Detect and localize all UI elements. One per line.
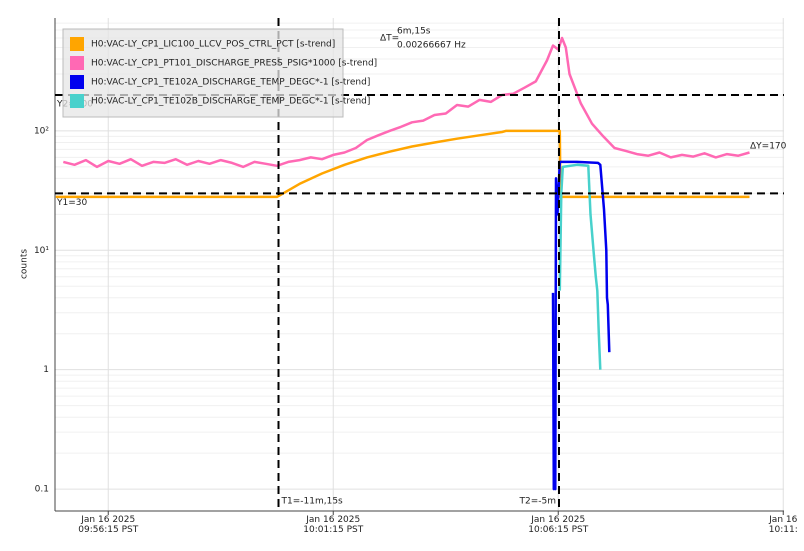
- legend: H0:VAC-LY_CP1_LIC100_LLCV_POS_CTRL_PCT […: [62, 28, 377, 118]
- legend-box: [62, 28, 344, 118]
- series-line: [558, 163, 602, 370]
- legend-swatch: [70, 37, 84, 51]
- legend-label: H0:VAC-LY_CP1_TE102B_DISCHARGE_TEMP_DEGC…: [91, 97, 370, 107]
- series-line: [551, 160, 611, 491]
- legend-label: H0:VAC-LY_CP1_PT101_DISCHARGE_PRESS_PSIG…: [91, 59, 377, 69]
- delta-y: ΔY=170: [750, 142, 787, 152]
- y-tick-label: 1: [43, 365, 49, 375]
- x-tick-label: Jan 16 2025 09:56:15 PST: [78, 515, 139, 535]
- y-cursor-label: Y1=30: [56, 198, 87, 208]
- x-cursor-label: T2=-5m: [518, 497, 556, 507]
- delta-t: 6m,15s: [397, 27, 431, 37]
- legend-label: H0:VAC-LY_CP1_TE102A_DISCHARGE_TEMP_DEGC…: [91, 78, 370, 88]
- x-tick-label: Jan 16 2025 10:01:15 PST: [303, 515, 364, 535]
- series-line: [62, 36, 750, 169]
- delta-freq: 0.00266667 Hz: [397, 41, 466, 51]
- legend-swatch: [70, 56, 84, 70]
- x-cursor-label: T1=-11m,15s: [281, 497, 344, 507]
- series-line: [55, 129, 750, 199]
- x-tick-label: Jan 16 10:11:: [768, 515, 798, 535]
- x-tick-label: Jan 16 2025 10:06:15 PST: [528, 515, 589, 535]
- delta-t-label: ΔT=: [380, 34, 399, 44]
- legend-swatch: [70, 94, 84, 108]
- y-tick-label: 10¹: [34, 246, 49, 256]
- legend-swatch: [70, 75, 84, 89]
- y-axis-label: counts: [20, 249, 30, 279]
- legend-label: H0:VAC-LY_CP1_LIC100_LLCV_POS_CTRL_PCT […: [91, 40, 335, 50]
- y-tick-label: 10²: [34, 126, 49, 136]
- y-tick-label: 0.1: [35, 485, 49, 495]
